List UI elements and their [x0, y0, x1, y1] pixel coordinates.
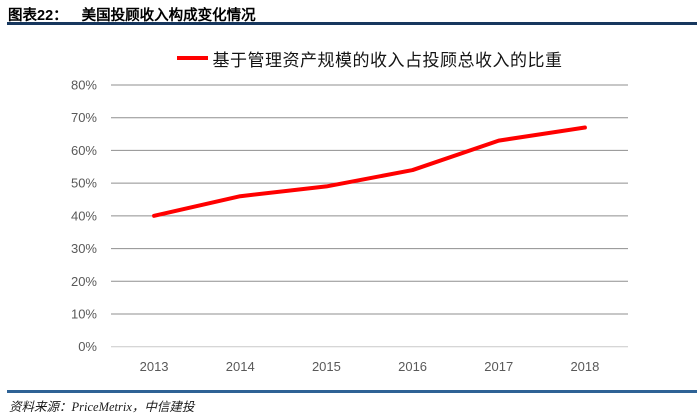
- x-axis-tick-label: 2016: [398, 359, 427, 374]
- x-axis-tick-label: 2017: [484, 359, 513, 374]
- figure-number: 图表22：: [8, 8, 68, 24]
- source-label: 资料来源：: [9, 400, 72, 414]
- y-axis-tick-label: 50%: [71, 176, 97, 191]
- legend-line-swatch: [176, 56, 208, 60]
- y-axis-tick-label: 40%: [71, 208, 97, 223]
- source-note: 资料来源：PriceMetrix，中信建投: [9, 396, 194, 415]
- y-axis-tick-label: 80%: [71, 78, 97, 93]
- header-rule: [7, 22, 697, 25]
- series-line: [152, 125, 587, 218]
- source-text: PriceMetrix，中信建投: [71, 400, 195, 414]
- y-axis-tick-label: 20%: [71, 274, 97, 289]
- x-axis-tick-label: 2013: [140, 359, 169, 374]
- x-axis-tick-label: 2014: [226, 359, 255, 374]
- footer-rule: [7, 390, 697, 393]
- x-axis-tick-label: 2018: [570, 359, 599, 374]
- y-axis-tick-label: 70%: [71, 110, 97, 125]
- x-axis-tick-label: 2015: [312, 359, 341, 374]
- y-axis-tick-label: 0%: [78, 339, 97, 354]
- legend-series-label: 基于管理资产规模的收入占投顾总收入的比重: [212, 50, 563, 70]
- figure-header: 图表22： 美国投顾收入构成变化情况: [8, 4, 692, 25]
- page-title: 美国投顾收入构成变化情况: [81, 8, 256, 24]
- y-axis-tick-label: 30%: [71, 241, 97, 256]
- chart-legend: 基于管理资产规模的收入占投顾总收入的比重: [111, 48, 628, 70]
- y-axis-tick-label: 60%: [71, 143, 97, 158]
- y-axis-tick-label: 10%: [71, 306, 97, 321]
